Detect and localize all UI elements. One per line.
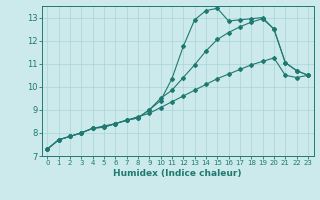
X-axis label: Humidex (Indice chaleur): Humidex (Indice chaleur) (113, 169, 242, 178)
